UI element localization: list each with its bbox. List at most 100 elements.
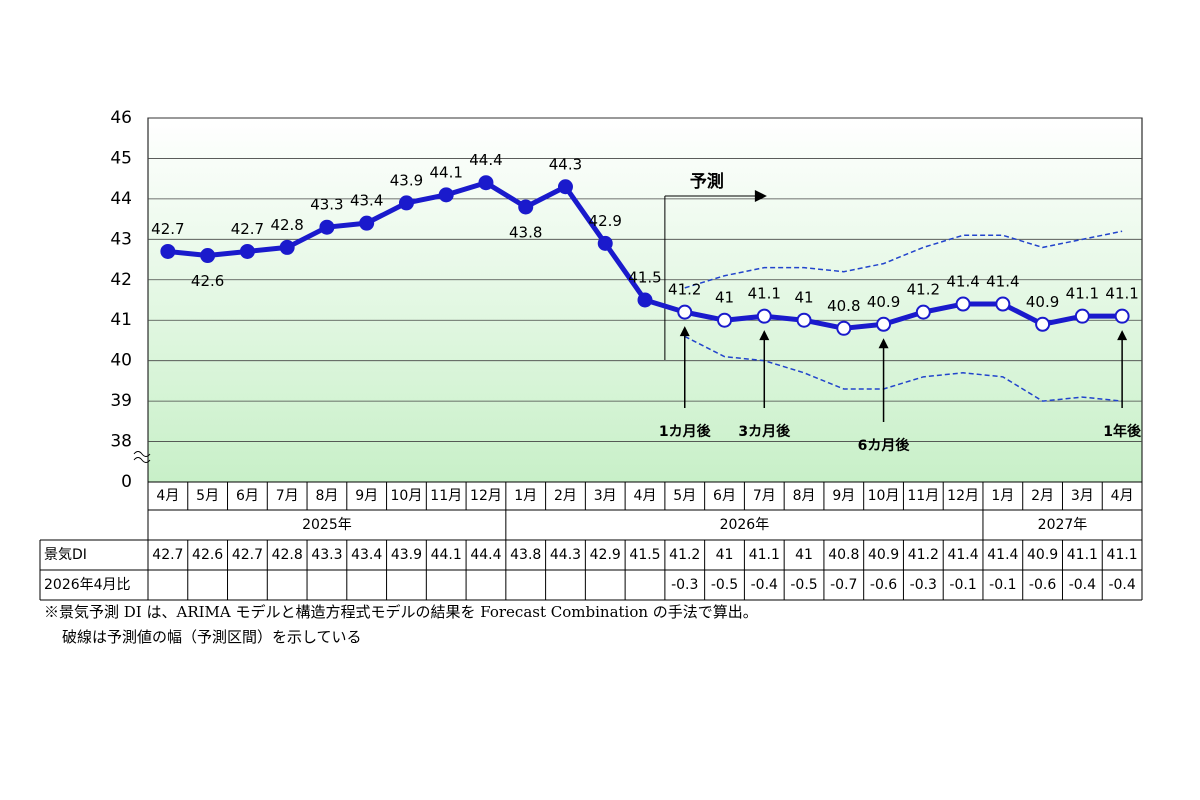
x-tick-label: 6月 [713, 488, 736, 504]
value-label: 43.3 [310, 196, 343, 214]
x-tick-label: 2月 [554, 488, 577, 504]
value-label: 43.8 [509, 223, 542, 241]
table-diff: -0.3 [671, 577, 698, 593]
x-tick-label: 5月 [196, 488, 219, 504]
value-label: 40.9 [867, 293, 900, 311]
table-diff: -0.3 [910, 577, 937, 593]
table-value: 41.1 [1067, 547, 1098, 563]
value-label: 41.2 [907, 281, 940, 299]
value-label: 41.4 [946, 273, 979, 291]
note: ※景気予測 DI は、ARIMA モデルと構造方程式モデルの結果を Foreca… [44, 603, 758, 621]
x-tick-label: 11月 [430, 488, 462, 504]
table-value: 42.7 [152, 547, 183, 563]
table-value: 41.2 [908, 547, 939, 563]
table-value: 41.4 [947, 547, 978, 563]
x-tick-label: 8月 [315, 488, 338, 504]
point [955, 296, 971, 312]
value-label: 42.6 [191, 272, 224, 290]
note: 破線は予測値の幅（予測区間）を示している [62, 628, 362, 646]
y-tick-label: 0 [121, 472, 132, 492]
table-value: 40.8 [828, 547, 859, 563]
point [1114, 308, 1130, 324]
table-value: 42.8 [272, 547, 303, 563]
year-label: 2027年 [1038, 517, 1088, 533]
y-tick-label: 45 [110, 148, 132, 168]
table-value: 44.1 [431, 547, 462, 563]
point [1074, 308, 1090, 324]
x-tick-label: 12月 [470, 488, 502, 504]
value-label: 42.7 [231, 220, 264, 238]
arrowhead [679, 326, 690, 337]
point [717, 312, 733, 328]
year-label: 2026年 [720, 517, 770, 533]
table-diff: -0.6 [1029, 577, 1056, 593]
table-value: 42.6 [192, 547, 223, 563]
arrow-label: 6カ月後 [858, 437, 911, 454]
table-value: 41.1 [749, 547, 780, 563]
value-label: 41.4 [986, 273, 1019, 291]
table-diff: -0.5 [711, 577, 738, 593]
table-value: 43.3 [311, 547, 342, 563]
y-tick-label: 41 [110, 310, 132, 330]
arrowhead [754, 190, 767, 202]
value-label: 40.9 [1026, 293, 1059, 311]
point [597, 235, 613, 251]
table-diff: -0.4 [1108, 577, 1135, 593]
y-tick-label: 38 [110, 432, 132, 452]
table-diff: -0.1 [989, 577, 1016, 593]
value-label: 43.9 [390, 171, 423, 189]
table-value: 41.5 [629, 547, 660, 563]
x-tick-label: 9月 [832, 488, 855, 504]
point [200, 248, 216, 264]
table-value: 40.9 [1027, 547, 1058, 563]
table-value: 42.9 [590, 547, 621, 563]
x-tick-label: 1月 [514, 488, 537, 504]
point [915, 304, 931, 320]
point [995, 296, 1011, 312]
y-tick-label: 40 [110, 351, 132, 371]
table-diff: -0.5 [790, 577, 817, 593]
table-diff: -0.6 [870, 577, 897, 593]
table-value: 41.4 [987, 547, 1018, 563]
point [160, 243, 176, 259]
value-label: 42.8 [270, 216, 303, 234]
value-label: 42.9 [589, 212, 622, 230]
table-value: 43.8 [510, 547, 541, 563]
arrow-label: 1年後 [1103, 423, 1142, 440]
point [359, 215, 375, 231]
arrowhead [759, 330, 770, 341]
x-tick-label: 4月 [634, 488, 657, 504]
x-tick-label: 4月 [156, 488, 179, 504]
table-diff: -0.4 [1069, 577, 1096, 593]
point [239, 243, 255, 259]
value-label: 44.1 [429, 163, 462, 181]
table-value: 43.4 [351, 547, 382, 563]
y-tick-label: 44 [110, 189, 132, 209]
point [836, 320, 852, 336]
axis-break [133, 451, 151, 463]
point [756, 308, 772, 324]
arrowhead [878, 338, 889, 349]
table-value: 40.9 [868, 547, 899, 563]
table-value: 41.2 [669, 547, 700, 563]
x-tick-label: 4月 [1111, 488, 1134, 504]
x-tick-label: 3月 [1071, 488, 1094, 504]
point [677, 304, 693, 320]
x-tick-label: 7月 [276, 488, 299, 504]
table-diff: -0.7 [830, 577, 857, 593]
y-tick-label: 42 [110, 270, 132, 290]
table-value: 42.7 [232, 547, 263, 563]
table-diff: -0.1 [949, 577, 976, 593]
value-label: 41 [794, 289, 813, 307]
table-diff: -0.4 [751, 577, 778, 593]
x-tick-label: 8月 [793, 488, 816, 504]
x-tick-label: 10月 [868, 488, 900, 504]
arrowhead [1117, 330, 1128, 341]
table-value: 44.4 [470, 547, 501, 563]
value-label: 43.4 [350, 192, 383, 210]
y-tick-label: 43 [110, 229, 132, 249]
x-tick-label: 1月 [991, 488, 1014, 504]
value-label: 42.7 [151, 220, 184, 238]
table-value: 41.1 [1107, 547, 1138, 563]
